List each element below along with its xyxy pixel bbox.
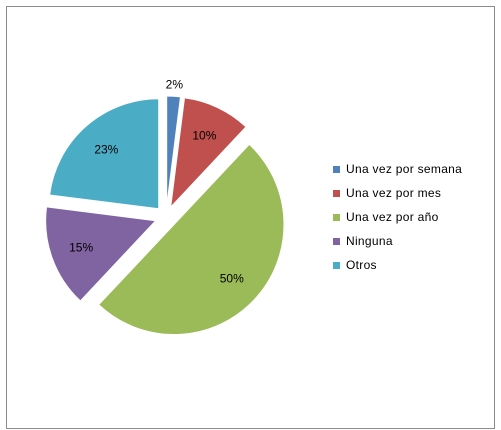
legend-label: Una vez por semana: [346, 162, 463, 176]
legend-swatch: [333, 165, 340, 173]
legend-swatch: [333, 237, 340, 245]
pie-slice: [49, 98, 160, 210]
legend-swatch: [333, 261, 340, 269]
legend-label: Otros: [346, 258, 377, 272]
slice-data-label: 2%: [166, 77, 184, 91]
slice-data-label: 15%: [69, 241, 93, 255]
pie-slice: [166, 95, 182, 207]
legend-swatch: [333, 213, 340, 221]
legend-item: Ninguna: [333, 229, 462, 253]
legend-swatch: [333, 189, 340, 197]
slice-data-label: 23%: [94, 142, 118, 156]
chart-legend: Una vez por semana Una vez por mes Una v…: [333, 157, 462, 277]
legend-item: Una vez por semana: [333, 157, 462, 181]
legend-item: Una vez por año: [333, 205, 462, 229]
legend-label: Una vez por año: [346, 210, 439, 224]
slice-data-label: 50%: [220, 272, 244, 286]
legend-item: Una vez por mes: [333, 181, 462, 205]
slice-data-label: 10%: [192, 128, 216, 142]
legend-item: Otros: [333, 253, 462, 277]
pie-slice: [169, 97, 247, 209]
pie-slice: [98, 143, 285, 335]
pie-slice: [45, 206, 157, 302]
legend-label: Ninguna: [346, 234, 393, 248]
legend-label: Una vez por mes: [346, 186, 442, 200]
